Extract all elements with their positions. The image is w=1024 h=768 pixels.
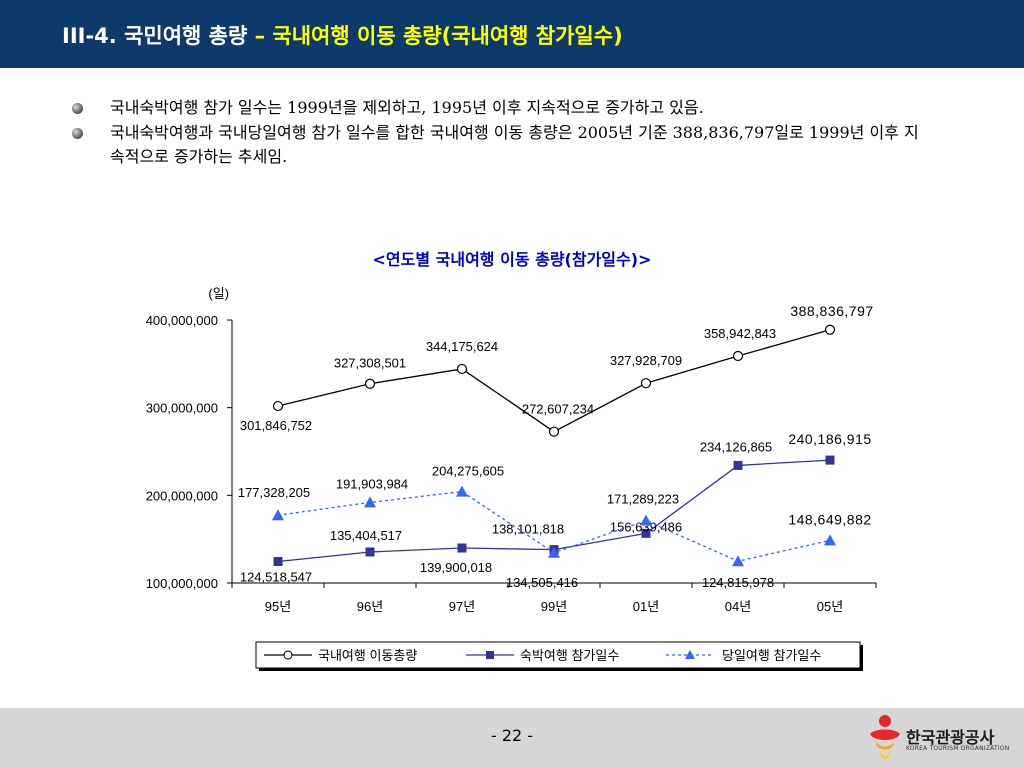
data-label: 135,404,517 bbox=[330, 528, 402, 543]
x-tick-label: 95년 bbox=[265, 599, 291, 614]
page-number: - 22 - bbox=[490, 726, 534, 745]
series-2-point bbox=[733, 460, 743, 470]
series-2-point bbox=[457, 543, 467, 553]
x-tick-label: 04년 bbox=[725, 599, 751, 614]
series-1-point bbox=[824, 324, 836, 335]
data-label: 240,186,915 bbox=[788, 431, 871, 447]
series-3-point bbox=[824, 534, 836, 546]
slide-header: III-4. 국민여행 총량 – 국내여행 이동 총량(국내여행 참가일수) bbox=[0, 0, 1024, 68]
legend-label: 당일여행 참가일수 bbox=[722, 648, 821, 663]
data-label: 134,505,416 bbox=[506, 575, 578, 590]
series-1-point bbox=[456, 363, 468, 375]
organization-logo: 한국관광공사 KOREA TOURISM ORGANIZATION bbox=[866, 712, 1016, 764]
data-label: 171,289,223 bbox=[607, 492, 679, 507]
chart-title: <연도별 국내여행 이동 총량(참가일수)> bbox=[372, 250, 652, 269]
logo-subtext: KOREA TOURISM ORGANIZATION bbox=[906, 745, 1010, 752]
data-label: 272,607,234 bbox=[522, 402, 594, 417]
bullet-icon bbox=[72, 103, 83, 114]
footer-bar bbox=[0, 708, 1024, 768]
series-1-point bbox=[548, 426, 560, 437]
data-label: 327,308,501 bbox=[334, 356, 406, 371]
bullet-text: 국내숙박여행과 국내당일여행 참가 일수를 합한 국내여행 이동 총량은 200… bbox=[110, 123, 919, 166]
x-tick-label: 05년 bbox=[817, 599, 843, 614]
data-label: 204,275,605 bbox=[432, 464, 504, 479]
data-label: 191,903,984 bbox=[336, 476, 408, 491]
series-2-point bbox=[641, 528, 651, 538]
data-label: 177,328,205 bbox=[238, 485, 310, 500]
section-subtitle: 국내여행 이동 총량(국내여행 참가일수) bbox=[272, 24, 623, 48]
y-tick-label: 100,000,000 bbox=[146, 576, 218, 591]
data-label: 388,836,797 bbox=[790, 303, 873, 319]
series-1-point bbox=[732, 350, 744, 362]
data-label: 327,928,709 bbox=[610, 353, 682, 368]
series-3-point bbox=[364, 496, 376, 508]
data-label: 301,846,752 bbox=[240, 418, 312, 433]
legend-square-marker bbox=[486, 651, 494, 659]
section-title: 국민여행 총량 bbox=[124, 24, 248, 48]
bullet-item: 국내숙박여행과 국내당일여행 참가 일수를 합한 국내여행 이동 총량은 200… bbox=[72, 121, 932, 169]
legend-triangle-marker bbox=[685, 650, 695, 659]
series-3-point bbox=[456, 485, 468, 497]
series-3-point bbox=[548, 546, 560, 558]
slide-title: III-4. 국민여행 총량 – 국내여행 이동 총량(국내여행 참가일수) bbox=[62, 20, 623, 50]
data-label: 124,815,978 bbox=[702, 575, 774, 590]
legend-circle-marker bbox=[283, 650, 293, 660]
logo-text: 한국관광공사 bbox=[906, 728, 995, 747]
data-label: 148,649,882 bbox=[788, 511, 871, 527]
series-3-point bbox=[272, 509, 284, 521]
series-2-point bbox=[825, 455, 835, 465]
series-2-point bbox=[273, 557, 283, 567]
series-1-point bbox=[272, 400, 284, 412]
series-3-point bbox=[640, 514, 652, 526]
bullet-icon bbox=[72, 128, 83, 139]
section-number: III-4. bbox=[62, 24, 117, 48]
x-tick-label: 99년 bbox=[541, 599, 567, 614]
y-axis-label: (일) bbox=[208, 286, 229, 301]
bullet-list: 국내숙박여행 참가 일수는 1999년을 제외하고, 1995년 이후 지속적으… bbox=[72, 96, 932, 170]
series-1-point bbox=[364, 378, 376, 389]
data-label: 138,101,818 bbox=[492, 522, 564, 537]
title-dash: – bbox=[254, 24, 266, 48]
data-label: 344,175,624 bbox=[426, 339, 498, 354]
y-tick-label: 200,000,000 bbox=[146, 488, 218, 503]
y-tick-label: 400,000,000 bbox=[146, 313, 218, 328]
x-tick-label: 01년 bbox=[633, 599, 659, 614]
bullet-text: 국내숙박여행 참가 일수는 1999년을 제외하고, 1995년 이후 지속적으… bbox=[110, 98, 704, 117]
data-label: 124,518,547 bbox=[240, 570, 312, 585]
bullet-item: 국내숙박여행 참가 일수는 1999년을 제외하고, 1995년 이후 지속적으… bbox=[72, 96, 932, 120]
data-label: 234,126,865 bbox=[700, 439, 772, 454]
data-label: 156,639,486 bbox=[610, 519, 682, 534]
series-1-point bbox=[640, 378, 652, 389]
data-label: 358,942,843 bbox=[704, 326, 776, 341]
x-tick-label: 96년 bbox=[357, 599, 383, 614]
x-tick-label: 97년 bbox=[449, 599, 475, 614]
legend-label: 국내여행 이동총량 bbox=[318, 648, 417, 663]
legend-box bbox=[255, 641, 861, 669]
legend-label: 숙박여행 참가일수 bbox=[520, 648, 619, 663]
logo-emblem-icon bbox=[870, 715, 900, 759]
y-tick-label: 300,000,000 bbox=[146, 401, 218, 416]
series-3-point bbox=[732, 555, 744, 567]
series-2-point bbox=[365, 547, 375, 557]
line-chart: 100,000,000 200,000,000 300,000,000 400,000… bbox=[146, 286, 877, 671]
data-label: 139,900,018 bbox=[420, 560, 492, 575]
